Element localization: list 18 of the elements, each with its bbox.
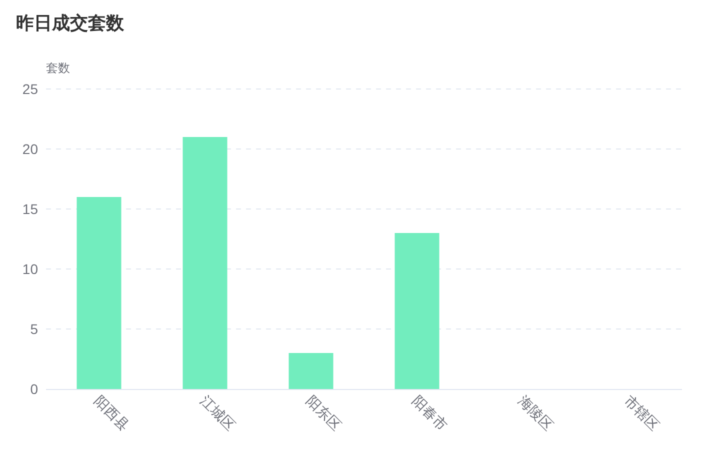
x-tick-label: 阳西县 xyxy=(91,392,132,434)
y-tick-label: 5 xyxy=(30,321,38,337)
y-axis-title: 套数 xyxy=(46,61,70,75)
bar xyxy=(182,137,228,389)
x-tick-label: 阳东区 xyxy=(303,392,344,434)
bar xyxy=(394,233,440,389)
y-tick-label: 0 xyxy=(30,381,38,397)
y-tick-label: 25 xyxy=(22,81,38,97)
x-tick-label: 海陵区 xyxy=(515,392,556,434)
bar xyxy=(288,353,334,389)
bar xyxy=(76,197,122,389)
x-tick-label: 阳春市 xyxy=(409,392,450,434)
chart-title: 昨日成交套数 xyxy=(16,13,125,33)
y-tick-label: 20 xyxy=(22,141,38,157)
y-tick-label: 15 xyxy=(22,201,38,217)
y-tick-label: 10 xyxy=(22,261,38,277)
x-tick-label: 市辖区 xyxy=(621,392,662,434)
x-tick-label: 江城区 xyxy=(197,392,238,434)
